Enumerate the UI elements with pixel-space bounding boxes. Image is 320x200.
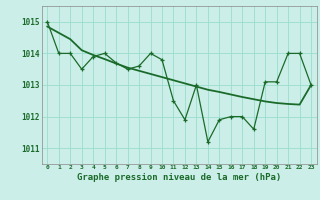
X-axis label: Graphe pression niveau de la mer (hPa): Graphe pression niveau de la mer (hPa) [77, 173, 281, 182]
